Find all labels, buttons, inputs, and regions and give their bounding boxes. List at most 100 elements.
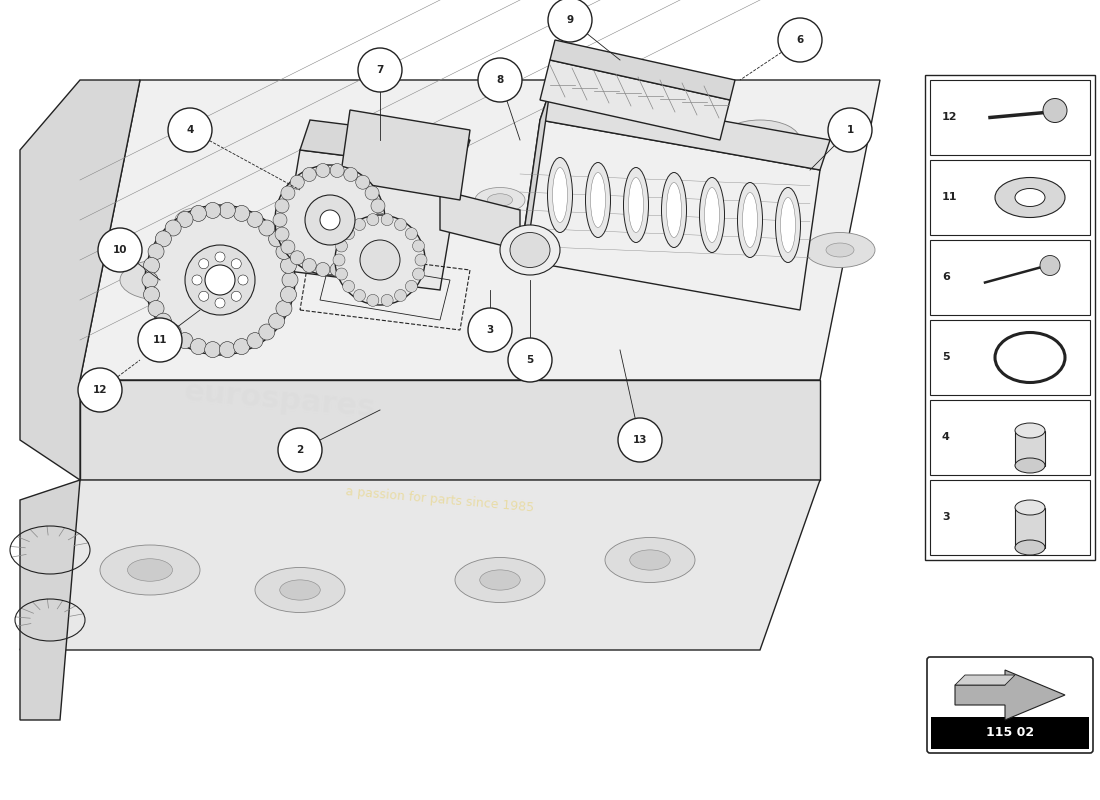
Circle shape — [302, 167, 316, 182]
Ellipse shape — [826, 243, 854, 257]
Bar — [931, 717, 1089, 749]
Ellipse shape — [275, 218, 324, 242]
Ellipse shape — [475, 187, 525, 213]
Bar — [930, 480, 1090, 555]
Circle shape — [278, 428, 322, 472]
Circle shape — [238, 275, 248, 285]
Polygon shape — [20, 480, 819, 650]
Text: 3: 3 — [486, 325, 494, 335]
Circle shape — [828, 108, 872, 152]
Text: 4: 4 — [186, 125, 194, 135]
Polygon shape — [300, 120, 470, 170]
Text: 7: 7 — [376, 65, 384, 75]
Circle shape — [276, 301, 292, 317]
Ellipse shape — [720, 120, 800, 160]
Ellipse shape — [548, 158, 572, 233]
Circle shape — [365, 186, 380, 200]
Ellipse shape — [279, 580, 320, 600]
Ellipse shape — [628, 178, 643, 233]
Circle shape — [336, 240, 348, 252]
Circle shape — [148, 243, 164, 259]
Ellipse shape — [587, 174, 613, 186]
Bar — [925, 75, 1094, 560]
Ellipse shape — [776, 187, 801, 262]
Circle shape — [248, 211, 263, 227]
Circle shape — [98, 228, 142, 272]
Circle shape — [360, 240, 400, 280]
Bar — [930, 400, 1090, 475]
Circle shape — [353, 218, 365, 230]
Ellipse shape — [591, 173, 605, 227]
Circle shape — [330, 262, 344, 277]
Circle shape — [367, 294, 378, 306]
Ellipse shape — [1015, 423, 1045, 438]
Circle shape — [205, 202, 221, 218]
Circle shape — [155, 313, 172, 329]
Circle shape — [412, 268, 425, 280]
Circle shape — [381, 214, 393, 226]
Circle shape — [282, 272, 298, 288]
Circle shape — [276, 243, 292, 259]
Circle shape — [248, 333, 263, 349]
Ellipse shape — [675, 147, 725, 173]
Ellipse shape — [585, 162, 611, 238]
FancyBboxPatch shape — [927, 657, 1093, 753]
Text: 13: 13 — [632, 435, 647, 445]
Circle shape — [258, 220, 275, 236]
Circle shape — [316, 262, 330, 277]
Circle shape — [231, 258, 241, 269]
Circle shape — [231, 291, 241, 302]
Bar — [930, 320, 1090, 395]
Bar — [1015, 507, 1045, 547]
Circle shape — [214, 252, 225, 262]
Circle shape — [268, 313, 285, 329]
Text: 8: 8 — [496, 75, 504, 85]
Circle shape — [1040, 255, 1060, 275]
Circle shape — [358, 48, 402, 92]
Polygon shape — [540, 90, 830, 170]
Circle shape — [336, 268, 348, 280]
Circle shape — [406, 280, 417, 292]
Circle shape — [280, 286, 297, 302]
Circle shape — [373, 213, 387, 227]
Circle shape — [145, 205, 295, 355]
Polygon shape — [955, 675, 1015, 685]
Ellipse shape — [455, 558, 544, 602]
Circle shape — [268, 231, 285, 247]
Bar — [1015, 430, 1045, 466]
Circle shape — [155, 231, 172, 247]
Circle shape — [344, 167, 358, 182]
Circle shape — [355, 250, 370, 265]
Text: 10: 10 — [112, 245, 128, 255]
Ellipse shape — [128, 558, 173, 582]
Ellipse shape — [700, 178, 725, 253]
Ellipse shape — [742, 193, 758, 247]
Circle shape — [199, 291, 209, 302]
Text: eurospares: eurospares — [183, 377, 377, 423]
Text: 5: 5 — [942, 353, 949, 362]
Circle shape — [219, 202, 235, 218]
Circle shape — [143, 286, 160, 302]
Circle shape — [412, 240, 425, 252]
Circle shape — [1043, 98, 1067, 122]
Circle shape — [78, 368, 122, 412]
Ellipse shape — [144, 272, 176, 288]
Ellipse shape — [175, 207, 226, 233]
Circle shape — [280, 240, 295, 254]
Circle shape — [330, 163, 344, 178]
Text: a passion for parts since 1985: a passion for parts since 1985 — [345, 486, 535, 514]
Polygon shape — [520, 90, 550, 260]
Text: 5: 5 — [527, 355, 534, 365]
Circle shape — [177, 211, 192, 227]
Circle shape — [168, 108, 212, 152]
Ellipse shape — [805, 233, 874, 267]
Circle shape — [165, 220, 182, 236]
Text: 11: 11 — [153, 335, 167, 345]
Circle shape — [353, 290, 365, 302]
Circle shape — [275, 165, 385, 275]
Polygon shape — [540, 60, 730, 140]
Ellipse shape — [552, 167, 568, 222]
Circle shape — [478, 58, 522, 102]
Polygon shape — [280, 150, 460, 290]
Circle shape — [290, 175, 305, 190]
